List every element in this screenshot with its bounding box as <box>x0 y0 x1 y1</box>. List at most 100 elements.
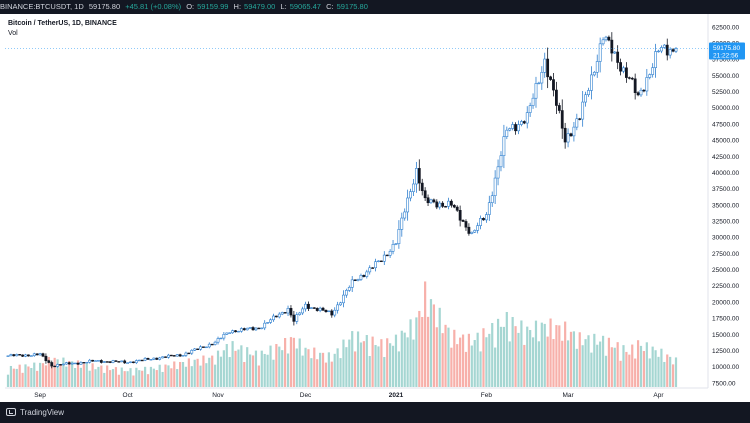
volume-bar <box>313 347 316 387</box>
candle-body <box>307 303 310 309</box>
volume-bar <box>184 366 188 387</box>
volume-bar <box>499 326 503 387</box>
tradingview-logo-icon[interactable] <box>6 408 16 416</box>
last-price-tag[interactable] <box>709 42 745 60</box>
volume-bar <box>228 357 231 387</box>
volume-bar <box>473 339 476 387</box>
time-tick-label: Mar <box>562 392 574 399</box>
price-tick-label: 30000.00 <box>712 235 739 242</box>
volume-bar <box>21 372 24 387</box>
candle-body <box>15 354 19 357</box>
candle-body <box>601 39 605 45</box>
candle-body <box>476 225 480 231</box>
volume-bar <box>601 335 605 387</box>
brand-name[interactable]: TradingView <box>20 408 65 417</box>
candle-body <box>190 350 194 354</box>
volume-bar <box>187 358 190 387</box>
candle-body <box>595 61 599 73</box>
price-tick-label: 50000.00 <box>712 105 739 112</box>
candle-body <box>149 359 153 361</box>
chart-title[interactable]: Bitcoin / TetherUS, 1D, BINANCE <box>8 20 117 27</box>
volume-bar <box>103 372 106 387</box>
volume-bar <box>71 361 74 387</box>
volume-bar <box>176 369 179 387</box>
price-tick-label: 42500.00 <box>712 154 739 161</box>
volume-bar <box>111 369 115 387</box>
volume-bar <box>654 350 657 387</box>
volume-bar <box>523 344 526 387</box>
volume-bar <box>674 357 678 387</box>
candle-body <box>126 362 129 364</box>
price-chart[interactable]: 62500.0060000.0057500.0055000.0052500.00… <box>0 14 750 402</box>
candle-body <box>508 128 512 131</box>
volume-bar <box>403 332 406 387</box>
volume-bar <box>546 336 549 387</box>
candle-body <box>97 360 100 362</box>
candle-body <box>537 82 541 85</box>
candle-body <box>400 217 404 230</box>
candle-body <box>102 361 106 363</box>
plot-area[interactable] <box>5 14 708 388</box>
last-price-tag-value: 59175.80 <box>713 45 740 52</box>
volume-bar <box>642 351 646 387</box>
volume-bar <box>406 337 409 387</box>
volume-bar <box>537 341 540 387</box>
candle-body <box>94 360 97 362</box>
candle-body <box>251 327 255 331</box>
last-price-tag-countdown: 21:22:56 <box>713 53 739 60</box>
candle-body <box>108 361 112 363</box>
candle-body <box>467 226 471 234</box>
volume-bar <box>514 326 517 387</box>
volume-bar <box>249 354 252 387</box>
volume-bar <box>44 365 48 387</box>
volume-bar <box>517 332 520 387</box>
price-tick-label: 7500.00 <box>712 380 736 387</box>
candle-body <box>21 354 24 357</box>
price-tick-label: 22500.00 <box>712 283 739 290</box>
volume-bar <box>231 341 234 387</box>
time-tick-label: Apr <box>653 392 664 399</box>
volume-bar <box>132 375 135 387</box>
volume-bar <box>648 358 651 387</box>
volume-bar <box>461 334 465 387</box>
candle-body <box>479 218 482 226</box>
volume-label[interactable]: Vol <box>8 30 18 37</box>
volume-bar <box>639 345 643 387</box>
high-label: H: <box>233 2 242 11</box>
candle-body <box>263 322 267 329</box>
volume-bar <box>181 362 185 387</box>
candle-body <box>350 279 354 288</box>
candle-body <box>216 338 220 343</box>
candle-body <box>277 313 281 318</box>
volume-bar <box>167 365 170 387</box>
candle-body <box>654 51 657 68</box>
candle-body <box>429 199 433 204</box>
candle-body <box>470 231 474 234</box>
volume-bar <box>319 352 322 387</box>
volume-bar <box>488 333 491 387</box>
candle-body <box>365 271 369 277</box>
candle-body <box>660 47 663 52</box>
volume-bar <box>386 338 389 387</box>
candle-body <box>578 118 582 120</box>
candle-body <box>85 361 89 364</box>
candle-body <box>301 308 305 314</box>
volume-bar <box>634 358 637 387</box>
candle-body <box>88 359 92 363</box>
candle-body <box>330 310 334 316</box>
symbol-label[interactable]: BINANCE:BTCUSDT, 1D <box>0 2 84 11</box>
volume-bar <box>68 360 71 387</box>
volume-bar <box>33 362 36 387</box>
volume-bar <box>38 362 42 387</box>
candle-body <box>522 121 526 124</box>
candle-body <box>292 314 296 322</box>
volume-bar <box>575 348 578 387</box>
candle-body <box>140 359 144 362</box>
volume-bar <box>36 370 39 387</box>
candle-body <box>674 48 678 52</box>
candle-body <box>444 206 447 208</box>
volume-bar <box>596 344 599 387</box>
candle-body <box>592 71 596 76</box>
volume-bar <box>432 304 435 387</box>
candle-body <box>137 359 141 362</box>
